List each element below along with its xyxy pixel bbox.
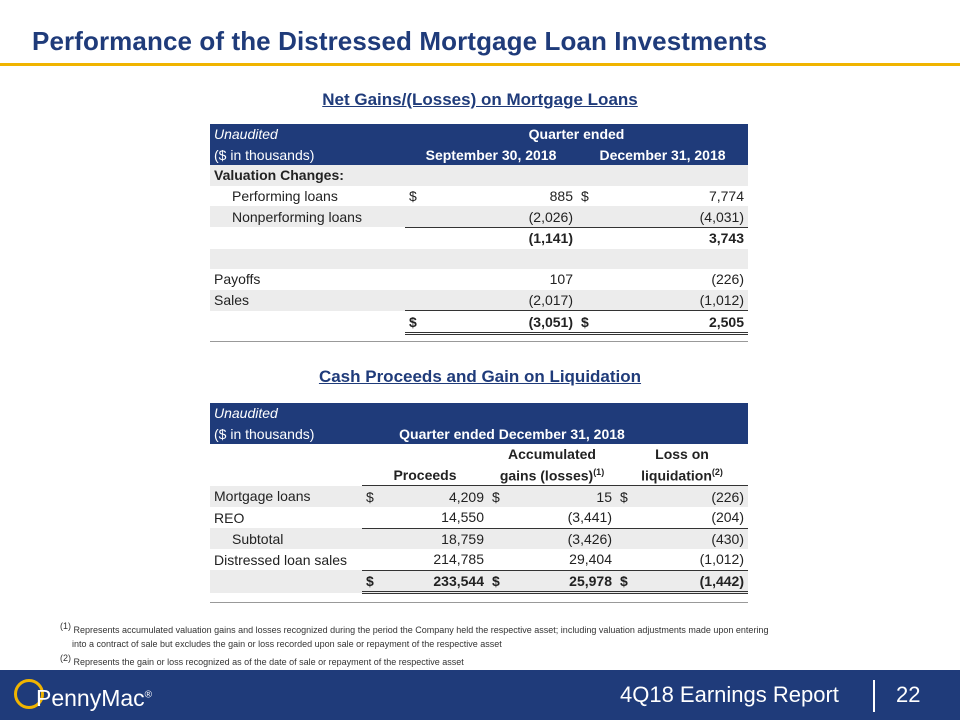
row-label: Distressed loan sales xyxy=(214,551,348,568)
footer-divider xyxy=(873,680,875,712)
cell-value: 214,785 xyxy=(380,549,488,571)
cell-value: (226) xyxy=(711,271,744,288)
cell-value: 29,404 xyxy=(506,549,616,571)
row-label: Performing loans xyxy=(232,188,338,205)
cell-value: 7,774 xyxy=(708,188,744,205)
table-row: Performing loans $ 885 $ 7,774 xyxy=(210,186,748,207)
cell-value: (1,442) xyxy=(634,570,748,595)
page-number: 22 xyxy=(896,682,921,707)
cell-value: (4,031) xyxy=(601,206,748,228)
cell-value: (2,017) xyxy=(425,289,577,312)
currency-symbol: $ xyxy=(488,485,506,507)
currency-symbol: $ xyxy=(616,485,634,507)
table-bottom-line xyxy=(210,333,748,342)
footer-bar: PennyMac® 4Q18 Earnings Report 22 xyxy=(0,670,960,720)
logo-circle-icon xyxy=(14,679,44,709)
row-label: Payoffs xyxy=(214,271,261,288)
col-dec-2018: December 31, 2018 xyxy=(577,144,748,166)
valuation-changes-label: Valuation Changes: xyxy=(210,165,405,186)
table-row: REO 14,550 (3,441) (204) xyxy=(210,506,748,529)
currency-symbol: $ xyxy=(405,310,425,335)
cash-proceeds-heading: Cash Proceeds and Gain on Liquidation xyxy=(318,367,642,386)
cell-value: 15 xyxy=(506,485,616,507)
cell-value: 2,505 xyxy=(601,310,748,335)
row-label: Sales xyxy=(210,289,405,311)
report-title: 4Q18 Earnings Report xyxy=(620,682,839,707)
loss-header-line1: Loss on xyxy=(655,446,709,463)
title-rule xyxy=(0,63,960,66)
column-header-row: Accumulated Loss on xyxy=(210,444,748,465)
net-gains-heading: Net Gains/(Losses) on Mortgage Loans xyxy=(322,90,638,109)
cell-value: (3,426) xyxy=(506,528,616,550)
footnote-1: (1) Represents accumulated valuation gai… xyxy=(60,621,769,635)
table-row: Payoffs 107 (226) xyxy=(210,269,748,290)
cell-value: (430) xyxy=(634,528,748,550)
cell-value: (226) xyxy=(634,485,748,507)
row-label: Subtotal xyxy=(210,528,362,550)
accumulated-header-line2: gains (losses)(1) xyxy=(488,464,616,487)
accumulated-header-line1: Accumulated xyxy=(508,446,596,463)
table-row: Valuation Changes: xyxy=(210,165,748,186)
table-row: Distressed loan sales 214,785 29,404 (1,… xyxy=(210,549,748,571)
table-row: Nonperforming loans (2,026) (4,031) xyxy=(210,206,748,228)
quarter-ended-label: Quarter ended December 31, 2018 xyxy=(362,423,748,445)
footnote-2: (2) Represents the gain or loss recogniz… xyxy=(60,653,464,667)
footnote-1-continued: into a contract of sale but excludes the… xyxy=(72,639,502,649)
quarter-ended-label: Quarter ended xyxy=(405,124,748,145)
table-row: $ 233,544 $ 25,978 $ (1,442) xyxy=(210,570,748,595)
table-row: Sales (2,017) (1,012) xyxy=(210,289,748,312)
row-label: Nonperforming loans xyxy=(210,206,405,228)
table-header-row: Unaudited Quarter ended xyxy=(210,124,748,145)
cell-value: 885 xyxy=(549,188,573,205)
cell-value: (2,026) xyxy=(425,206,577,228)
unaudited-label: Unaudited xyxy=(210,124,405,145)
table-row: (1,141) 3,743 xyxy=(210,227,748,248)
column-header-row: Proceeds gains (losses)(1) liquidation(2… xyxy=(210,464,748,487)
currency-symbol: $ xyxy=(362,570,380,595)
table-row: $ (3,051) $ 2,505 xyxy=(210,310,748,335)
cell-value: (204) xyxy=(634,506,748,529)
cell-value: 107 xyxy=(549,271,573,288)
cell-value: 233,544 xyxy=(380,570,488,595)
currency-symbol: $ xyxy=(616,570,634,595)
cell-value: (3,051) xyxy=(425,310,577,335)
units-label: ($ in thousands) xyxy=(210,423,362,445)
cell-value: 4,209 xyxy=(380,485,488,507)
table-header-row: ($ in thousands) September 30, 2018 Dece… xyxy=(210,144,748,166)
currency-symbol: $ xyxy=(362,485,380,507)
table-header-row: ($ in thousands) Quarter ended December … xyxy=(210,423,748,445)
pennymac-logo: PennyMac® xyxy=(14,679,154,715)
footnotes: (1) Represents accumulated valuation gai… xyxy=(60,620,920,670)
currency-symbol: $ xyxy=(488,570,506,595)
currency-symbol: $ xyxy=(409,188,417,205)
cash-proceeds-table: Unaudited ($ in thousands) Quarter ended… xyxy=(210,403,748,604)
cell-value: (1,012) xyxy=(601,289,748,312)
cell-value: 3,743 xyxy=(708,230,744,247)
logo-wordmark: PennyMac® xyxy=(36,685,153,711)
table-bottom-line xyxy=(210,592,748,604)
currency-symbol: $ xyxy=(581,188,589,205)
cell-value: (1,012) xyxy=(634,549,748,571)
cell-value: (3,441) xyxy=(506,506,616,529)
cell-value: (1,141) xyxy=(528,230,573,247)
cell-value: 25,978 xyxy=(506,570,616,595)
cell-value: 18,759 xyxy=(380,528,488,550)
table-header-row: Unaudited xyxy=(210,403,748,424)
unaudited-label: Unaudited xyxy=(210,403,748,424)
row-label: REO xyxy=(214,509,245,526)
loss-header-line2: liquidation(2) xyxy=(616,464,748,487)
currency-symbol: $ xyxy=(577,310,601,335)
row-label: Mortgage loans xyxy=(210,485,362,507)
page-title: Performance of the Distressed Mortgage L… xyxy=(32,26,768,56)
col-sep-2018: September 30, 2018 xyxy=(405,144,577,166)
cell-value: 14,550 xyxy=(380,506,488,529)
table-row: Mortgage loans $ 4,209 $ 15 $ (226) xyxy=(210,485,748,507)
proceeds-header: Proceeds xyxy=(362,464,488,487)
units-label: ($ in thousands) xyxy=(210,144,405,166)
table-row: Subtotal 18,759 (3,426) (430) xyxy=(210,528,748,550)
net-gains-table: Unaudited Quarter ended ($ in thousands)… xyxy=(210,124,748,342)
table-row xyxy=(210,248,748,270)
